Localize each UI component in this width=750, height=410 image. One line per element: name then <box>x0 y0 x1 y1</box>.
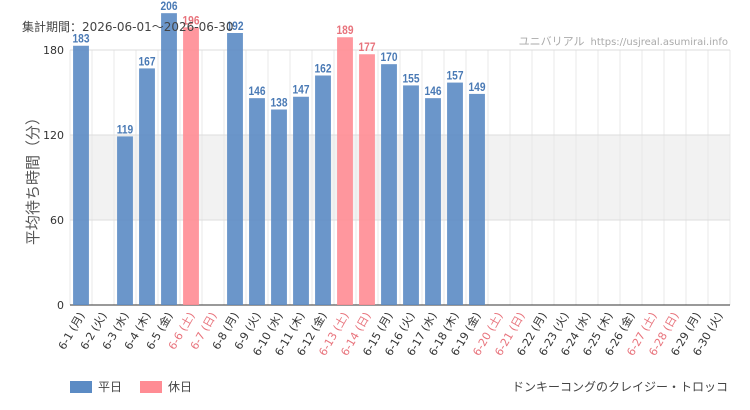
bar-value-label: 170 <box>380 51 397 64</box>
bar-holiday <box>359 54 375 305</box>
bar-value-label: 157 <box>446 70 463 83</box>
site-url: https://usjreal.asumirai.info <box>590 37 728 48</box>
bar-weekday <box>293 96 309 305</box>
bar-value-label: 119 <box>117 124 133 137</box>
y-axis-label: 平均待ち時間（分） <box>24 110 42 245</box>
legend-item-holiday: 休日 <box>140 378 192 395</box>
bar-weekday <box>73 45 89 305</box>
bar-value-label: 155 <box>402 73 419 86</box>
bar-weekday <box>469 93 485 306</box>
y-tick-label: 0 <box>57 299 64 312</box>
legend-swatch-weekday <box>70 380 92 393</box>
bar-value-label: 177 <box>358 42 375 55</box>
period-label: 集計期間：2026-06-01～2026-06-30 <box>22 20 234 34</box>
bar-weekday <box>447 82 463 305</box>
y-tick-label: 120 <box>43 129 64 142</box>
bar-value-label: 147 <box>292 84 309 97</box>
bar-weekday <box>403 85 419 306</box>
bar-value-label: 192 <box>226 20 243 33</box>
legend-swatch-holiday <box>140 380 163 393</box>
bar-weekday <box>271 109 287 305</box>
bar-value-label: 206 <box>160 0 177 13</box>
bar-holiday <box>337 37 353 305</box>
bar-value-label: 146 <box>248 85 265 98</box>
bar-weekday <box>425 98 441 306</box>
bar-value-label: 138 <box>270 97 287 110</box>
chart-legend: 平日 休日 <box>70 378 210 395</box>
bar-weekday <box>381 64 397 306</box>
bar-holiday <box>183 27 199 305</box>
legend-label-holiday: 休日 <box>168 380 193 394</box>
bar-value-label: 196 <box>182 15 199 28</box>
bar-value-label: 189 <box>336 25 353 38</box>
y-tick-label: 60 <box>50 214 64 227</box>
site-watermark: ユニバリアル https://usjreal.asumirai.info <box>519 33 728 49</box>
bar-value-label: 162 <box>314 63 331 76</box>
bar-weekday <box>139 68 155 306</box>
site-name: ユニバリアル <box>518 35 585 48</box>
bar-weekday <box>161 13 177 306</box>
bar-value-label: 183 <box>72 33 89 46</box>
legend-item-weekday: 平日 <box>70 378 122 395</box>
bar-weekday <box>315 75 331 305</box>
bar-weekday <box>117 136 133 305</box>
bar-weekday <box>249 98 265 306</box>
bar-value-label: 149 <box>468 81 485 94</box>
bar-value-label: 146 <box>424 85 441 98</box>
y-tick-label: 180 <box>43 44 64 57</box>
bar-value-label: 167 <box>138 56 155 69</box>
attraction-name: ドンキーコングのクレイジー・トロッコ <box>511 380 728 394</box>
legend-label-weekday: 平日 <box>98 380 123 394</box>
bar-weekday <box>227 33 243 305</box>
